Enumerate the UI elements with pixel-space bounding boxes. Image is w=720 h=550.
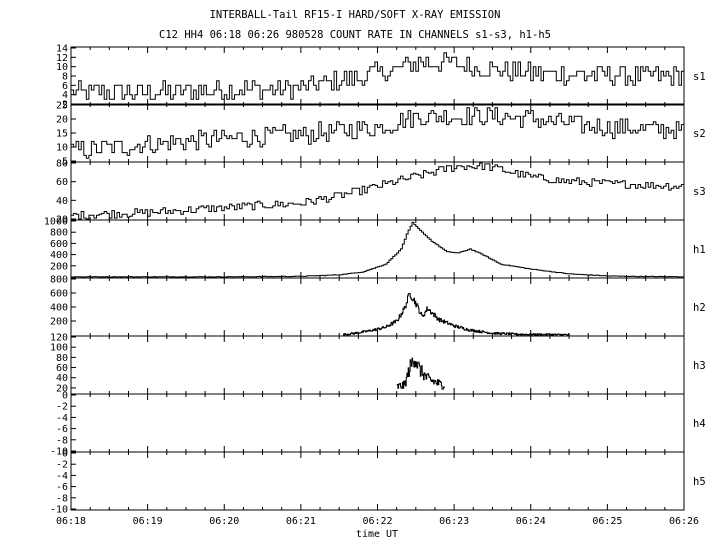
y-tick-label: 200 bbox=[50, 261, 68, 272]
channel-label-s2: s2 bbox=[693, 128, 706, 140]
channel-label-h1: h1 bbox=[693, 244, 706, 256]
x-axis: 06:18 06:19 06:20 06:21 06:22 06:23 06:24 06:25… bbox=[56, 516, 699, 527]
x-tick-label: 06:23 bbox=[439, 516, 469, 527]
x-tick-label: 06:26 bbox=[669, 516, 699, 527]
channel-label-h2: h2 bbox=[693, 302, 706, 314]
channel-label-h5: h5 bbox=[693, 476, 706, 488]
y-tick-label: -8 bbox=[56, 435, 68, 446]
y-tick-label: -2 bbox=[56, 460, 68, 471]
y-tick-label: 4 bbox=[62, 90, 68, 101]
series-h1 bbox=[71, 221, 685, 278]
y-tick-label: -6 bbox=[56, 424, 68, 435]
panel-frame bbox=[70, 219, 685, 279]
chart-subtitle: C12 HH4 06:18 06:26 980528 COUNT RATE IN… bbox=[159, 29, 551, 41]
y-tick-label: 200 bbox=[50, 317, 68, 328]
y-tick-label: 6 bbox=[62, 81, 68, 92]
y-tick-label: 60 bbox=[56, 177, 68, 188]
series-s2 bbox=[71, 107, 684, 159]
y-tick-label: 800 bbox=[50, 275, 68, 286]
channel-label-s1: s1 bbox=[693, 71, 706, 83]
y-tick-label: 1000 bbox=[44, 217, 68, 228]
x-tick-label: 06:19 bbox=[133, 516, 163, 527]
chart-title: INTERBALL-Tail RF15-I HARD/SOFT X-RAY EM… bbox=[210, 9, 501, 21]
y-tick-label: 0 bbox=[62, 449, 68, 460]
y-tick-label: 2 bbox=[62, 100, 68, 111]
y-tick-label: 60 bbox=[56, 363, 68, 374]
channel-label-h4: h4 bbox=[693, 418, 706, 430]
y-tick-label: 10 bbox=[56, 62, 68, 73]
channel-label-s3: s3 bbox=[693, 186, 706, 198]
y-tick-label: 12 bbox=[56, 53, 68, 64]
panel-s3: 20 40 60 80 s3 bbox=[56, 159, 706, 226]
y-tick-label: 40 bbox=[56, 373, 68, 384]
series-s3 bbox=[71, 162, 685, 220]
y-tick-label: 14 bbox=[56, 44, 68, 55]
panel-s2: 5 10 15 20 25 s2 bbox=[56, 101, 706, 168]
y-tick-label: 120 bbox=[50, 333, 68, 344]
y-tick-label: 10 bbox=[56, 143, 68, 154]
y-tick-label: 15 bbox=[56, 129, 68, 140]
y-tick-label: -2 bbox=[56, 402, 68, 413]
y-tick-label: -4 bbox=[56, 413, 68, 424]
series-h3 bbox=[396, 357, 445, 390]
x-axis-label: time UT bbox=[356, 529, 398, 540]
y-tick-label: 100 bbox=[50, 343, 68, 354]
y-tick-label: 600 bbox=[50, 239, 68, 250]
y-tick-label: -10 bbox=[50, 505, 68, 516]
y-tick-label: 20 bbox=[56, 383, 68, 394]
y-tick-label: 400 bbox=[50, 250, 68, 261]
y-tick-label: 5 bbox=[62, 157, 68, 168]
y-tick-label: 80 bbox=[56, 353, 68, 364]
panel-frame bbox=[70, 103, 685, 163]
y-tick-label: -8 bbox=[56, 493, 68, 504]
y-tick-label: 20 bbox=[56, 215, 68, 226]
channel-label-h3: h3 bbox=[693, 360, 706, 372]
x-tick-label: 06:22 bbox=[362, 516, 392, 527]
x-tick-label: 06:18 bbox=[56, 516, 86, 527]
panel-frame bbox=[70, 161, 685, 221]
panel-frame bbox=[70, 277, 685, 337]
y-tick-label: -4 bbox=[56, 471, 68, 482]
x-tick-label: 06:21 bbox=[286, 516, 316, 527]
y-tick-label: 80 bbox=[56, 159, 68, 170]
panel-frame bbox=[70, 335, 685, 395]
x-tick-label: 06:20 bbox=[209, 516, 239, 527]
series-s1 bbox=[71, 52, 685, 100]
y-tick-label: 600 bbox=[50, 289, 68, 300]
y-tick-label: 800 bbox=[50, 228, 68, 239]
x-tick-label: 06:25 bbox=[592, 516, 622, 527]
panels-group: 2468101214s1510152025s220406080s32004006… bbox=[44, 44, 706, 516]
y-tick-label: 25 bbox=[56, 101, 68, 112]
y-tick-label: 20 bbox=[56, 115, 68, 126]
series-h2 bbox=[343, 292, 570, 336]
panel-frame bbox=[70, 451, 685, 511]
y-tick-label: 8 bbox=[62, 72, 68, 83]
y-tick-label: 400 bbox=[50, 303, 68, 314]
panel-frame bbox=[70, 393, 685, 453]
panel-h2: 200 400 600 800 h2 bbox=[50, 275, 706, 337]
y-tick-label: -6 bbox=[56, 482, 68, 493]
y-tick-label: 40 bbox=[56, 196, 68, 207]
y-tick-label: -10 bbox=[50, 447, 68, 458]
x-tick-label: 06:24 bbox=[516, 516, 546, 527]
y-tick-label: 0 bbox=[62, 391, 68, 402]
